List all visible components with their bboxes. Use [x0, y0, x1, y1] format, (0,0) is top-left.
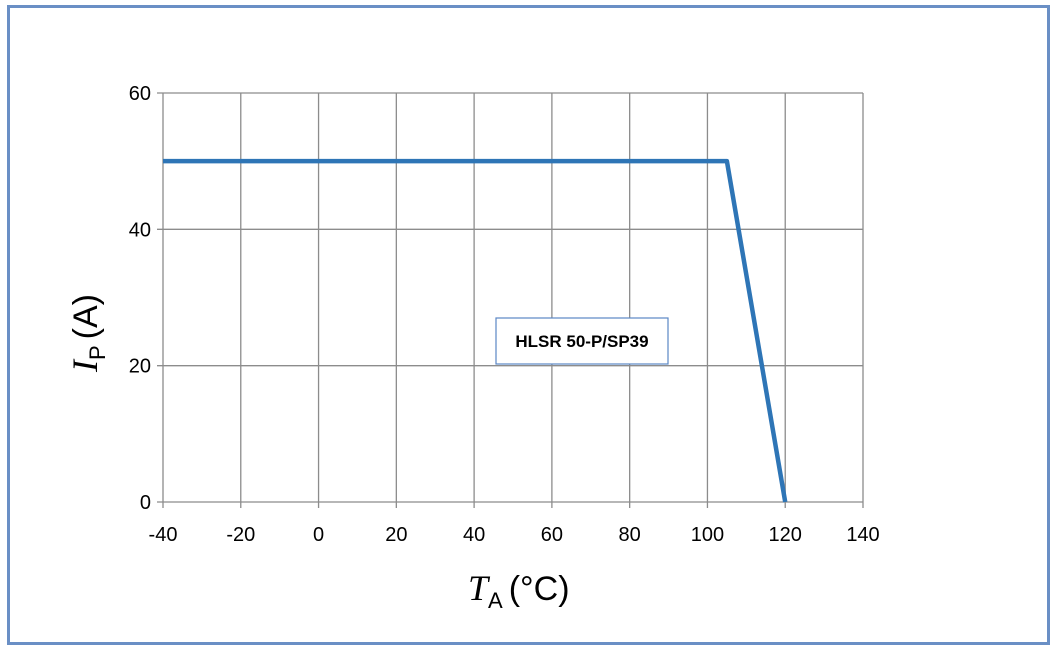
x-tick-label: 100 — [691, 524, 724, 546]
x-tick-label: -20 — [226, 524, 255, 546]
y-tick-label: 60 — [129, 83, 151, 105]
annotation-text: HLSR 50-P/SP39 — [515, 332, 648, 351]
x-tick-label: 140 — [846, 524, 879, 546]
y-tick-label: 20 — [129, 356, 151, 378]
x-axis-symbol: T — [468, 568, 491, 608]
x-tick-label: 0 — [313, 524, 324, 546]
x-tick-label: 120 — [769, 524, 802, 546]
y-axis-title: IP (A) — [65, 294, 110, 373]
y-tick-labels: 0 20 40 60 — [129, 83, 151, 514]
series-layer — [163, 158, 788, 503]
x-axis-title: TA (°C) — [468, 568, 570, 613]
y-tick-label: 40 — [129, 219, 151, 241]
x-axis-subscript: A — [488, 588, 503, 613]
x-axis-unit: (°C) — [509, 570, 570, 608]
series-line — [163, 158, 788, 503]
y-axis-symbol: I — [65, 358, 105, 373]
x-tick-label: -40 — [149, 524, 178, 546]
x-tick-label: 80 — [619, 524, 641, 546]
y-tick-label: 0 — [140, 492, 151, 514]
y-axis-unit: (A) — [67, 294, 105, 339]
annotation-box: HLSR 50-P/SP39 — [495, 317, 669, 365]
x-tick-label: 20 — [385, 524, 407, 546]
derating-chart: -40 -20 0 20 40 60 80 100 120 140 0 20 40 60 HLSR 50… — [65, 83, 880, 613]
y-axis-subscript: P — [85, 345, 110, 360]
x-tick-labels: -40 -20 0 20 40 60 80 100 120 140 — [149, 524, 880, 546]
x-tick-label: 60 — [541, 524, 563, 546]
x-tick-label: 40 — [463, 524, 485, 546]
grid — [157, 92, 864, 508]
